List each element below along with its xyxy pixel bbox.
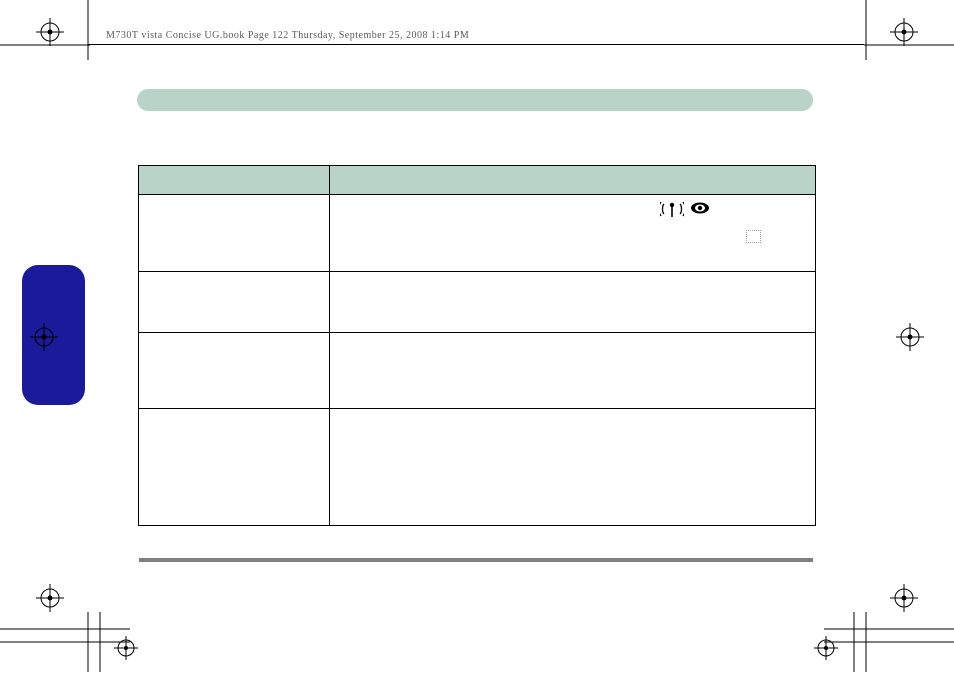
- wifi-antenna-icon: [660, 200, 684, 218]
- table-row: [139, 272, 815, 333]
- table-header-cell-left: [139, 166, 330, 194]
- crop-mark-icon: [0, 44, 90, 48]
- table-cell-right: [330, 195, 815, 271]
- registration-mark-icon: [890, 18, 918, 46]
- registration-mark-icon: [36, 18, 64, 46]
- crop-mark-icon: [864, 44, 954, 48]
- crop-mark-icon: [86, 0, 126, 60]
- table-row: [139, 409, 815, 525]
- crop-mark-icon: [824, 612, 954, 672]
- table-row: [139, 195, 815, 272]
- table-header-row: [139, 166, 815, 195]
- content-table: [138, 165, 816, 526]
- table-cell-left: [139, 195, 330, 271]
- table-row: [139, 333, 815, 409]
- registration-mark-icon: [890, 584, 918, 612]
- registration-mark-icon: [114, 636, 138, 660]
- registration-mark-icon: [30, 323, 58, 351]
- registration-mark-icon: [896, 323, 924, 351]
- header-rule: [88, 44, 864, 45]
- table-cell-left: [139, 333, 330, 408]
- crop-mark-icon: [864, 0, 868, 60]
- table-cell-right: [330, 333, 815, 408]
- table-header-cell-right: [330, 166, 815, 194]
- eye-icon: [690, 201, 710, 215]
- registration-mark-icon: [36, 584, 64, 612]
- placeholder-box: [746, 230, 761, 243]
- table-cell-right: [330, 272, 815, 332]
- table-cell-left: [139, 272, 330, 332]
- table-cell-left: [139, 409, 330, 525]
- crop-mark-icon: [0, 612, 130, 672]
- footer-rule: [139, 558, 813, 562]
- registration-mark-icon: [814, 636, 838, 660]
- table-cell-right: [330, 409, 815, 525]
- page-header-meta: M730T vista Concise UG.book Page 122 Thu…: [106, 30, 469, 41]
- section-title-pill: [137, 89, 813, 111]
